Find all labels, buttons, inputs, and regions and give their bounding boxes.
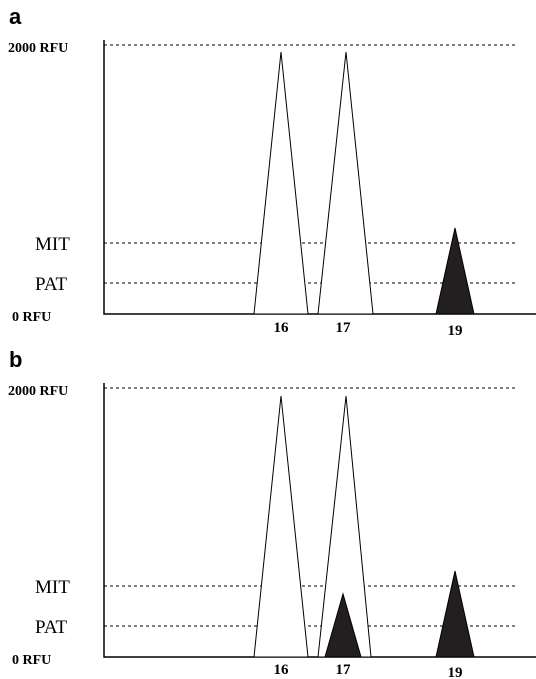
mit-label: MIT: [35, 577, 70, 598]
peak-label-17: 17: [336, 320, 352, 336]
rfu-top-label: 2000 RFU: [8, 41, 68, 56]
peak-19-filled: [435, 227, 475, 315]
pat-label: PAT: [35, 617, 67, 638]
peak-label-19: 19: [448, 323, 463, 339]
panel-letter: b: [9, 347, 22, 372]
mit-label: MIT: [35, 234, 70, 255]
rfu-zero-label: 0 RFU: [12, 653, 51, 668]
peak-label-17: 17: [336, 662, 352, 678]
panel-letter: a: [9, 4, 22, 29]
peak-17-filled: [324, 592, 362, 658]
rfu-top-label: 2000 RFU: [8, 384, 68, 399]
axis: [103, 383, 536, 658]
pat-label: PAT: [35, 274, 67, 295]
axis: [103, 40, 536, 315]
peak-label-19: 19: [448, 665, 463, 679]
peak-label-16: 16: [274, 320, 290, 336]
panel-a: a 2000 RFU MIT PAT 0 RFU 16 17 19: [8, 4, 536, 339]
peak-19-filled: [435, 570, 475, 658]
peak-17: [317, 51, 374, 315]
rfu-zero-label: 0 RFU: [12, 310, 51, 325]
panel-b: b 2000 RFU MIT PAT 0 RFU 16 17 19: [8, 347, 536, 679]
peak-16: [253, 395, 309, 658]
peak-label-16: 16: [274, 662, 290, 678]
peak-16: [253, 51, 309, 315]
